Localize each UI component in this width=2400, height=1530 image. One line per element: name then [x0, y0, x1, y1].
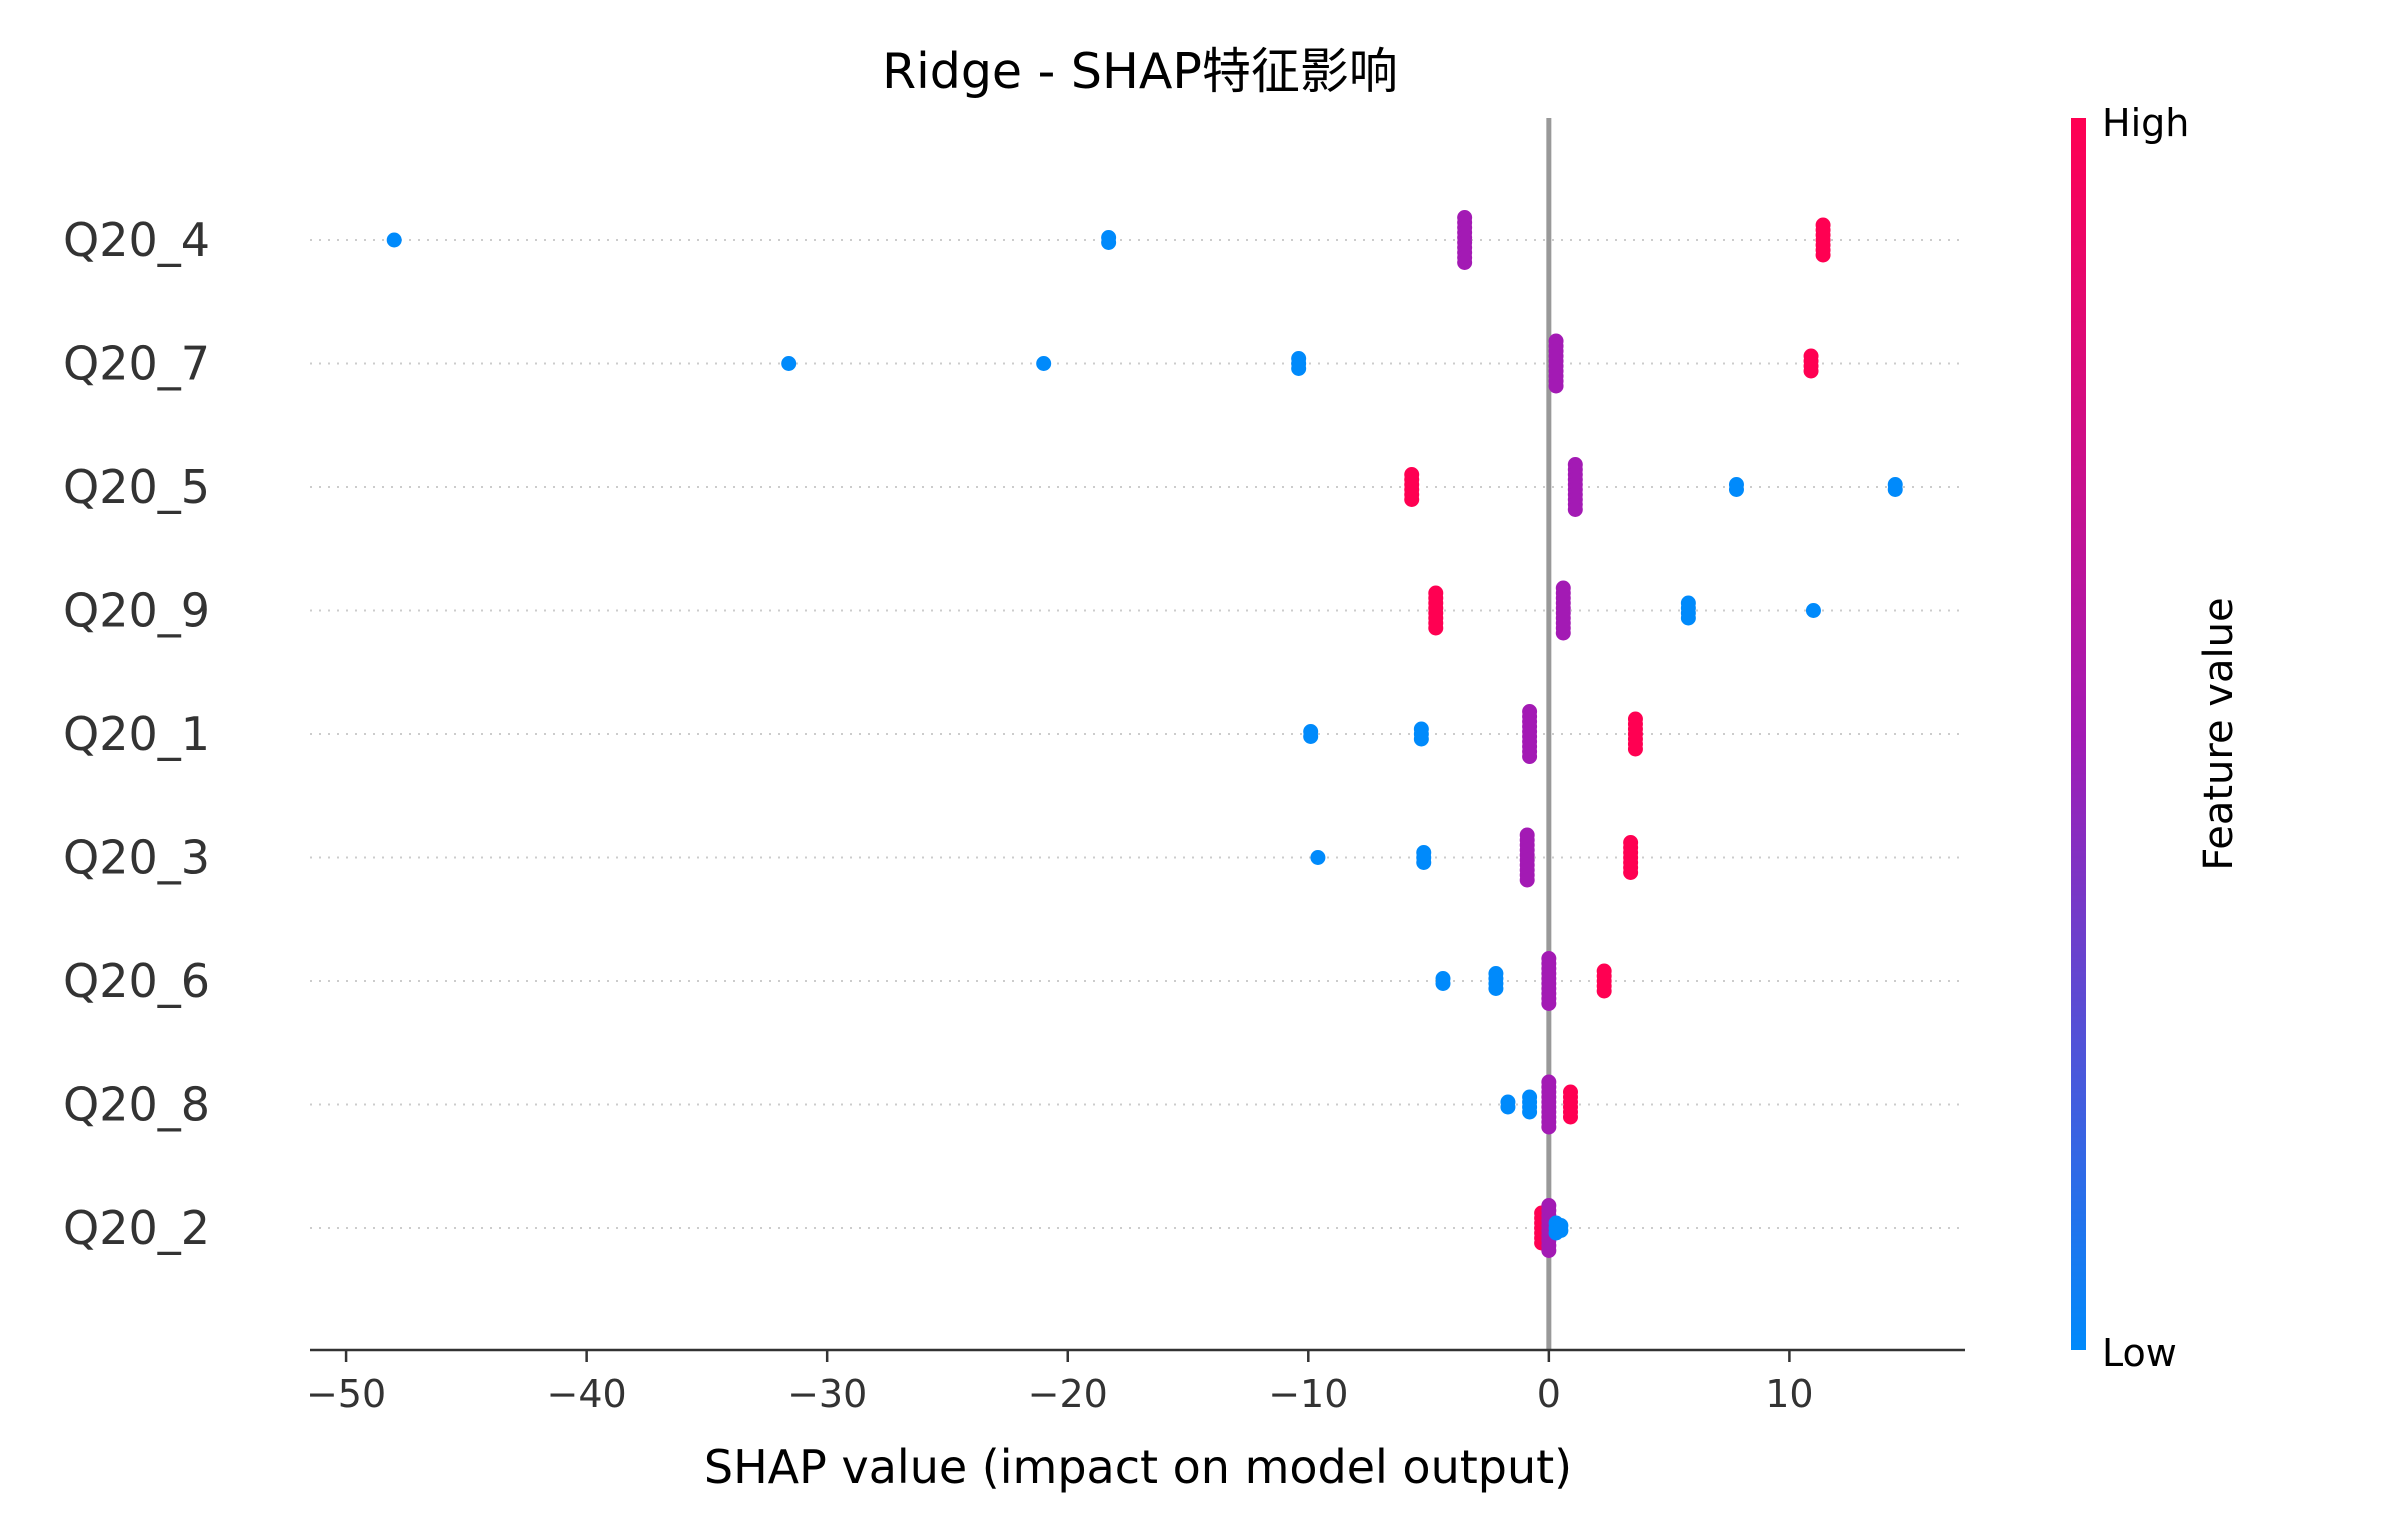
shap-point [1887, 482, 1903, 497]
shap-point [1548, 378, 1564, 394]
shap-point [1413, 731, 1429, 747]
shap-point [386, 232, 402, 248]
shap-point [1303, 729, 1319, 744]
x-tick-label: 0 [1537, 1372, 1561, 1416]
shap-point [1435, 976, 1451, 991]
shap-point [1680, 610, 1696, 626]
feature-label: Q20_8 [63, 1078, 210, 1132]
shap-point [781, 356, 797, 371]
shap-point [1541, 1119, 1557, 1135]
feature-label: Q20_6 [63, 954, 210, 1008]
feature-guide-lines [310, 239, 1965, 1229]
shap-point [1291, 361, 1307, 376]
shap-point [1500, 1099, 1516, 1115]
x-tick-label: 10 [1765, 1372, 1813, 1416]
x-tick-label: −50 [306, 1372, 386, 1416]
colorbar [2071, 118, 2086, 1350]
shap-point [1728, 482, 1744, 497]
x-tick-label: −20 [1028, 1372, 1108, 1416]
shap-point [1036, 356, 1052, 371]
shap-point [1541, 996, 1557, 1011]
shap-point [1553, 1223, 1569, 1238]
shap-point [1803, 363, 1819, 379]
shap-point [1457, 255, 1473, 270]
feature-label: Q20_9 [63, 584, 210, 638]
colorbar-low-label: Low [2102, 1331, 2177, 1375]
shap-point [1562, 1109, 1578, 1125]
shap-point [1519, 872, 1535, 888]
shap-point [1416, 855, 1432, 870]
feature-label: Q20_5 [63, 460, 210, 514]
shap-point [1623, 865, 1639, 880]
shap-point [1522, 749, 1538, 764]
shap-point [1404, 492, 1420, 507]
shap-point [1567, 502, 1583, 517]
shap-point [1310, 850, 1326, 865]
feature-label: Q20_4 [63, 213, 210, 267]
x-tick-label: −40 [547, 1372, 627, 1416]
shap-point [1541, 1243, 1557, 1258]
shap-point [1101, 235, 1117, 250]
feature-label: Q20_1 [63, 707, 210, 761]
shap-point [1428, 620, 1444, 636]
shap-point [1596, 983, 1612, 999]
feature-label: Q20_3 [63, 831, 210, 885]
shap-point [1627, 741, 1643, 757]
shap-point [1488, 981, 1504, 996]
colorbar-title: Feature value [2196, 597, 2242, 870]
x-tick-label: −30 [787, 1372, 867, 1416]
shap-point [1805, 603, 1821, 618]
x-axis-ticks: −50 −40 −30 −20 −10 0 10 [306, 1350, 1814, 1416]
feature-label: Q20_2 [63, 1201, 210, 1255]
feature-label: Q20_7 [63, 337, 210, 391]
shap-point [1815, 247, 1831, 263]
shap-points [386, 210, 1903, 1258]
shap-point [1522, 1104, 1538, 1120]
colorbar-high-label: High [2102, 101, 2189, 145]
shap-point [1555, 625, 1571, 641]
chart-title: Ridge - SHAP特征影响 [882, 43, 1398, 100]
x-axis-label: SHAP value (impact on model output) [704, 1440, 1572, 1494]
feature-labels: Q20_4 Q20_7 Q20_5 Q20_9 Q20_1 Q20_3 Q20_6 Q20_8… [63, 213, 210, 1255]
x-tick-label: −10 [1268, 1372, 1348, 1416]
